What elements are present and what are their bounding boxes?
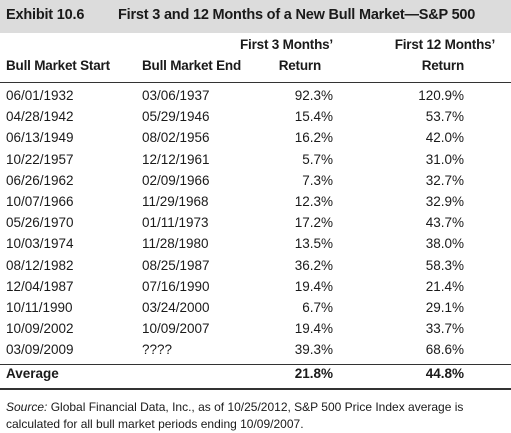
end-date: 08/02/1956 xyxy=(142,130,210,146)
source-label: Source: xyxy=(6,400,48,414)
return-3-months: 17.2% xyxy=(294,215,333,231)
start-date: 10/22/1957 xyxy=(6,151,74,167)
return-12-months: 33.7% xyxy=(425,321,464,337)
average-r12: 44.8% xyxy=(425,366,464,381)
end-date: 01/11/1973 xyxy=(142,215,209,231)
return-12-months: 21.4% xyxy=(425,278,464,294)
start-date: 04/28/1942 xyxy=(6,109,74,125)
header-end: Bull Market End xyxy=(142,58,242,73)
return-12-months: 42.0% xyxy=(425,130,464,146)
return-12-months: 53.7% xyxy=(425,109,464,125)
table-row: 08/12/1982 08/25/1987 36.2% 58.3% xyxy=(0,258,511,279)
average-r3: 21.8% xyxy=(294,366,333,381)
return-12-months: 29.1% xyxy=(425,300,464,315)
return-3-months: 19.4% xyxy=(294,278,333,294)
return-3-months: 16.2% xyxy=(294,130,333,146)
table-row: 10/22/1957 12/12/1961 5.7% 31.0% xyxy=(0,152,511,173)
end-date: 03/24/2000 xyxy=(142,300,210,315)
average-rule xyxy=(0,364,511,365)
start-date: 10/09/2002 xyxy=(6,321,74,337)
table-row: 05/26/1970 01/11/1973 17.2% 43.7% xyxy=(0,215,511,236)
return-12-months: 32.7% xyxy=(425,172,464,188)
end-date: 11/28/1980 xyxy=(142,236,209,252)
start-date: 12/04/1987 xyxy=(6,278,74,294)
return-3-months: 92.3% xyxy=(294,88,333,103)
table-row: 03/09/2009???? 39.3% 68.6% xyxy=(0,342,511,363)
end-date: 05/29/1946 xyxy=(142,109,210,125)
return-12-months: 43.7% xyxy=(425,215,464,231)
start-date: 08/12/1982 xyxy=(6,257,74,273)
return-3-months: 6.7% xyxy=(302,300,333,315)
return-3-months: 13.5% xyxy=(294,236,333,252)
table-row: 10/03/1974 11/28/1980 13.5% 38.0% xyxy=(0,236,511,257)
exhibit-title: First 3 and 12 Months of a New Bull Mark… xyxy=(118,7,476,23)
source-note: Source: Global Financial Data, Inc., as … xyxy=(6,399,506,433)
return-12-months: 38.0% xyxy=(425,236,464,252)
return-12-months: 68.6% xyxy=(425,342,464,358)
start-date: 03/09/2009 xyxy=(6,342,74,358)
bottom-rule xyxy=(0,388,511,390)
end-date: ???? xyxy=(142,342,173,358)
header-r3-line2: Return xyxy=(278,58,322,73)
end-date: 08/25/1987 xyxy=(142,257,210,273)
header-start: Bull Market Start xyxy=(6,58,110,73)
table-row: 06/13/1949 08/02/1956 16.2% 42.0% xyxy=(0,130,511,151)
table-row: 10/07/1966 11/29/1968 12.3% 32.9% xyxy=(0,194,511,215)
return-3-months: 7.3% xyxy=(302,172,333,188)
return-3-months: 39.3% xyxy=(294,342,333,358)
title-bar: Exhibit 10.6 First 3 and 12 Months of a … xyxy=(0,0,511,33)
return-3-months: 15.4% xyxy=(294,109,333,125)
table-row: 10/11/1990 03/24/2000 6.7% 29.1% xyxy=(0,300,511,321)
start-date: 10/03/1974 xyxy=(6,236,74,252)
header-r3-line1: First 3 Months’ xyxy=(239,37,333,52)
header-r12-line1: First 12 Months’ xyxy=(394,37,496,52)
average-row: Average 21.8% 44.8% xyxy=(0,366,511,387)
end-date: 10/09/2007 xyxy=(142,321,210,337)
table-row: 10/09/2002 10/09/2007 19.4% 33.7% xyxy=(0,321,511,342)
end-date: 12/12/1961 xyxy=(142,151,210,167)
end-date: 02/09/1966 xyxy=(142,172,210,188)
start-date: 06/01/1932 xyxy=(6,88,74,103)
return-3-months: 12.3% xyxy=(294,194,333,209)
return-12-months: 32.9% xyxy=(425,194,464,209)
return-12-months: 31.0% xyxy=(425,151,464,167)
end-date: 03/06/1937 xyxy=(142,88,210,103)
start-date: 10/11/1990 xyxy=(6,300,73,315)
table-row: 12/04/1987 07/16/1990 19.4% 21.4% xyxy=(0,279,511,300)
return-12-months: 58.3% xyxy=(425,257,464,273)
exhibit-number: Exhibit 10.6 xyxy=(6,7,85,23)
table-row: 04/28/1942 05/29/1946 15.4% 53.7% xyxy=(0,109,511,130)
end-date: 11/29/1968 xyxy=(142,194,209,209)
source-text: Global Financial Data, Inc., as of 10/25… xyxy=(6,400,464,431)
start-date: 05/26/1970 xyxy=(6,215,74,231)
return-3-months: 19.4% xyxy=(294,321,333,337)
header-rule xyxy=(0,82,511,83)
return-3-months: 5.7% xyxy=(302,151,333,167)
table-row: 06/26/1962 02/09/1966 7.3% 32.7% xyxy=(0,173,511,194)
start-date: 10/07/1966 xyxy=(6,194,74,209)
table-row: 06/01/1932 03/06/1937 92.3% 120.9% xyxy=(0,88,511,109)
end-date: 07/16/1990 xyxy=(142,278,210,294)
start-date: 06/13/1949 xyxy=(6,130,74,146)
average-label: Average xyxy=(6,366,59,381)
header-r12-line2: Return xyxy=(421,58,465,73)
return-12-months: 120.9% xyxy=(418,88,464,103)
start-date: 06/26/1962 xyxy=(6,172,74,188)
return-3-months: 36.2% xyxy=(294,257,333,273)
